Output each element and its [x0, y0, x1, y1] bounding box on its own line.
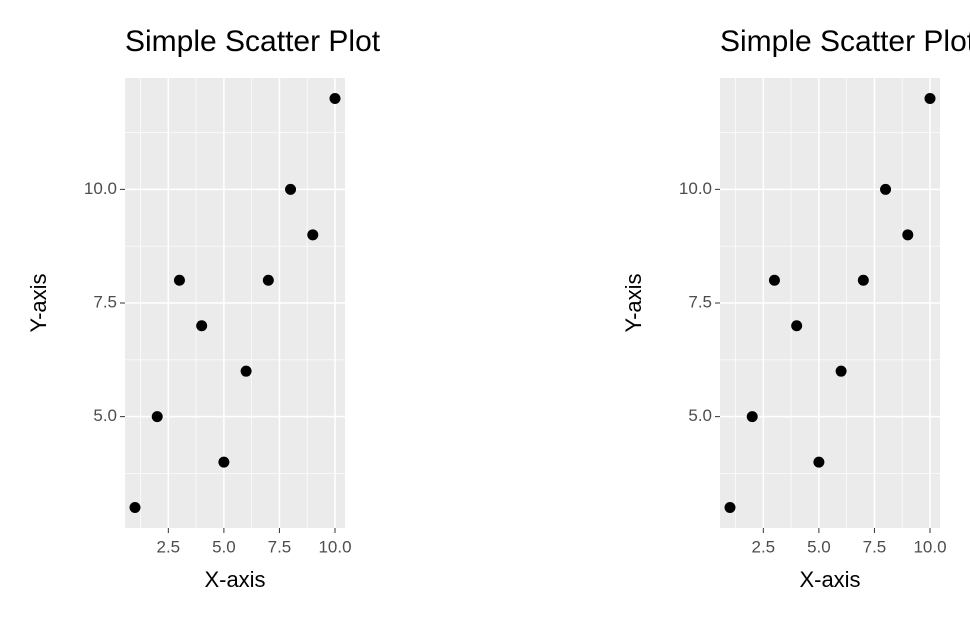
point — [129, 502, 141, 514]
point — [151, 411, 163, 423]
point — [329, 92, 341, 104]
point — [746, 411, 758, 423]
y-tick-label: 10.0 — [679, 179, 712, 198]
point — [791, 320, 803, 332]
x-tick-label: 10.0 — [318, 537, 351, 556]
x-tick-label: 2.5 — [157, 537, 181, 556]
x-tick-label: 10.0 — [913, 537, 946, 556]
point — [307, 229, 319, 241]
point — [768, 274, 780, 286]
y-tick-label: 10.0 — [84, 179, 117, 198]
point — [218, 456, 230, 468]
chart-title: Simple Scatter Plot — [125, 25, 381, 58]
y-axis-title: Y-axis — [621, 273, 646, 332]
y-tick-label: 5.0 — [688, 406, 712, 425]
x-axis-title: X-axis — [204, 567, 265, 592]
y-tick-label: 7.5 — [93, 292, 117, 311]
point — [285, 183, 297, 195]
point — [924, 92, 936, 104]
point — [902, 229, 914, 241]
point — [262, 274, 274, 286]
x-tick-label: 7.5 — [863, 537, 887, 556]
x-tick-label: 7.5 — [268, 537, 292, 556]
y-tick-label: 5.0 — [93, 406, 117, 425]
point — [724, 502, 736, 514]
point — [196, 320, 208, 332]
point — [813, 456, 825, 468]
x-tick-label: 5.0 — [212, 537, 236, 556]
x-tick-label: 5.0 — [807, 537, 831, 556]
x-axis-title: X-axis — [799, 567, 860, 592]
point — [880, 183, 892, 195]
point — [857, 274, 869, 286]
point — [173, 274, 185, 286]
x-tick-label: 2.5 — [752, 537, 776, 556]
chart-title: Simple Scatter Plot — [720, 25, 970, 58]
point — [240, 365, 252, 377]
point — [835, 365, 847, 377]
y-axis-title: Y-axis — [26, 273, 51, 332]
y-tick-label: 7.5 — [688, 292, 712, 311]
